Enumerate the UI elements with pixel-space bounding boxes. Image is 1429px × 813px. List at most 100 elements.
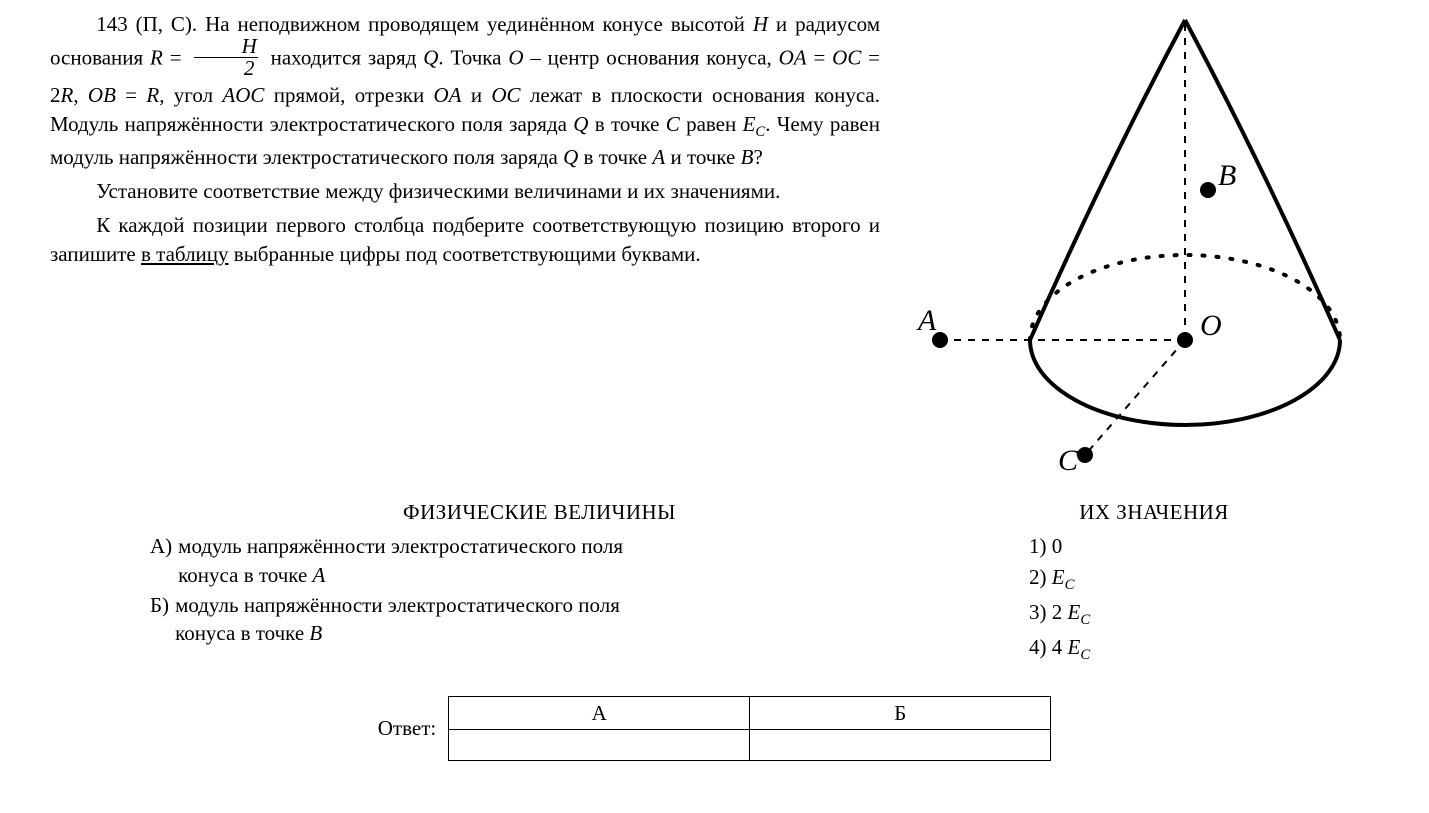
quantity-A-label: А) [150, 532, 178, 589]
paragraph-2: Установите соответствие между физическим… [50, 177, 880, 205]
t: в точке [578, 145, 652, 169]
problem-number: 143 [96, 12, 128, 36]
pt-A: A [313, 563, 326, 587]
label-C: C [1058, 444, 1079, 477]
t: , [73, 83, 88, 107]
value-4-label: 4) [1029, 635, 1047, 659]
t: = [807, 46, 833, 70]
t: модуль напряжённости электростатического… [178, 534, 623, 558]
cone-base-front [1030, 340, 1340, 425]
values-head: ИХ ЗНАЧЕНИЯ [989, 498, 1319, 526]
value-2: 2) EC [989, 563, 1319, 596]
value-3-text: 2 [1047, 600, 1068, 624]
t: – центр основания конуса, [523, 46, 778, 70]
fraction: H2 [191, 36, 260, 79]
t: На неподвижном проводящем уединённом ко­… [205, 12, 753, 36]
var-R: R [61, 83, 74, 107]
pt-A: A [652, 145, 665, 169]
label-O: O [1200, 309, 1222, 342]
quantities-column: ФИЗИЧЕСКИЕ ВЕЛИЧИНЫ А) модуль напряжённо… [150, 498, 929, 668]
cone-right-side [1185, 20, 1340, 340]
quantity-A-text: модуль напряжённости электростатического… [178, 532, 929, 589]
segment-OC [1085, 340, 1185, 455]
value-4: 4) 4 EC [989, 633, 1319, 666]
fraction-den: 2 [194, 57, 259, 79]
point-O [1177, 332, 1193, 348]
answer-input-row [449, 730, 1051, 761]
value-1-text: 0 [1047, 534, 1063, 558]
problem-tag: (П, С). [136, 12, 198, 36]
var-O: O [508, 46, 523, 70]
t: = [163, 46, 189, 70]
var-R: R [150, 46, 163, 70]
value-2-label: 2) [1029, 565, 1047, 589]
label-B: B [1218, 159, 1236, 192]
page-root: 143 (П, С). На неподвижном проводящем уе… [0, 0, 1429, 813]
var-E: E [743, 112, 756, 136]
value-4-text: 4 [1047, 635, 1068, 659]
t: , угол [159, 83, 222, 107]
t: и точке [665, 145, 740, 169]
t: ? [753, 145, 762, 169]
seg-OC: OC [491, 83, 520, 107]
point-C [1077, 447, 1093, 463]
t: равен [680, 112, 743, 136]
answer-block: Ответ: А Б [50, 696, 1379, 761]
t: находится заряд [264, 46, 423, 70]
quantities-head: ФИЗИЧЕСКИЕ ВЕЛИЧИНЫ [150, 498, 929, 526]
answer-head-row: А Б [449, 696, 1051, 729]
angle-AOC: AOC [222, 83, 264, 107]
quantity-A: А) модуль напряжённости электростатическ… [150, 532, 929, 589]
value-1: 1) 0 [989, 532, 1319, 560]
values-column: ИХ ЗНАЧЕНИЯ 1) 0 2) EC 3) 2 EC 4) 4 EC [989, 498, 1319, 668]
seg-OB: OB [88, 83, 116, 107]
seg-OC: OC [832, 46, 861, 70]
var-Q: Q [423, 46, 438, 70]
paragraph-1: 143 (П, С). На неподвижном проводящем уе… [50, 10, 880, 171]
figure-cone: O A C B [910, 10, 1350, 480]
answer-cell-A[interactable] [449, 730, 750, 761]
answer-cell-B[interactable] [750, 730, 1051, 761]
answer-head-A: А [449, 696, 750, 729]
point-B [1200, 182, 1216, 198]
var-Q: Q [563, 145, 578, 169]
sub-C: C [1080, 612, 1090, 628]
t: прямой, отрезки [264, 83, 433, 107]
pt-B: B [309, 621, 322, 645]
t: = [116, 83, 146, 107]
sub-C: C [1065, 577, 1075, 593]
underline: в таблицу [141, 242, 229, 266]
cone-svg: O A C B [910, 10, 1350, 480]
sub-C: C [1080, 647, 1090, 663]
value-4-E: E [1068, 635, 1081, 659]
pt-B: B [741, 145, 754, 169]
cone-left-side [1030, 20, 1185, 340]
t: конуса в точке [178, 563, 312, 587]
value-1-label: 1) [1029, 534, 1047, 558]
answer-table: А Б [448, 696, 1051, 761]
seg-OA: OA [434, 83, 462, 107]
top-region: 143 (П, С). На неподвижном проводящем уе… [50, 10, 1379, 480]
t: модуль напряжённости электростатического… [175, 593, 620, 617]
t: . Точка [438, 46, 508, 70]
paragraph-3: К каждой позиции первого столбца подбери… [50, 211, 880, 268]
var-H: H [753, 12, 768, 36]
matching-columns: ФИЗИЧЕСКИЕ ВЕЛИЧИНЫ А) модуль напряжённо… [50, 498, 1379, 668]
quantity-B: Б) модуль напряжённости электростатическ… [150, 591, 929, 648]
t: выбранные цифры под соответствующими бук… [229, 242, 701, 266]
answer-label: Ответ: [378, 714, 436, 742]
t: конуса в точке [175, 621, 309, 645]
sub-C: C [755, 124, 765, 140]
value-3-E: E [1068, 600, 1081, 624]
problem-text: 143 (П, С). На неподвижном проводящем уе… [50, 10, 880, 274]
answer-head-B: Б [750, 696, 1051, 729]
var-Q: Q [573, 112, 588, 136]
quantity-B-label: Б) [150, 591, 175, 648]
quantity-B-text: модуль напряжённости электростатического… [175, 591, 929, 648]
var-R: R [146, 83, 159, 107]
pt-C: C [666, 112, 680, 136]
t: и [462, 83, 492, 107]
value-2-E: E [1047, 565, 1065, 589]
label-A: A [916, 304, 937, 337]
t: в точке [588, 112, 665, 136]
